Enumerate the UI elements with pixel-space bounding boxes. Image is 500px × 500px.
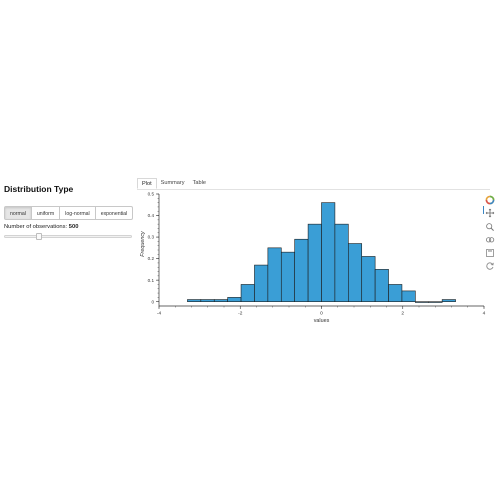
- tab-divider: [137, 189, 490, 190]
- histogram-bar: [267, 247, 282, 302]
- histogram-bar: [254, 264, 269, 302]
- observations-slider[interactable]: [4, 233, 132, 240]
- histogram-bar: [388, 284, 403, 302]
- histogram-plot[interactable]: -4 -2 0 2 4 0 0.1 0.2 0.3 0.4 0.5 values Frequency: [137, 190, 487, 325]
- pan-icon[interactable]: [483, 205, 495, 218]
- observations-label-text: Number of observations:: [4, 224, 69, 230]
- histogram-bar: [361, 256, 376, 302]
- save-icon[interactable]: [485, 245, 495, 257]
- histogram-bar: [401, 290, 416, 302]
- observations-value: 500: [68, 224, 79, 230]
- histogram-bar: [374, 269, 389, 302]
- distribution-button-uniform[interactable]: uniform: [30, 206, 61, 220]
- x-tick-label: -4: [157, 311, 162, 317]
- histogram-bar: [415, 301, 430, 303]
- histogram-bar: [240, 284, 255, 302]
- y-tick-label: 0.1: [148, 278, 155, 283]
- histogram-bar: [280, 251, 295, 302]
- histogram-bar: [200, 299, 215, 302]
- distribution-button-log-normal[interactable]: log-normal: [59, 206, 96, 220]
- bokeh-logo-icon[interactable]: [485, 192, 495, 205]
- x-axis-label: values: [314, 318, 330, 324]
- wheel-zoom-icon[interactable]: [485, 219, 495, 231]
- y-tick-label: 0: [151, 299, 154, 304]
- x-tick-label: -2: [238, 311, 243, 317]
- histogram-bar: [227, 297, 242, 302]
- y-axis-label: Frequency: [140, 231, 146, 257]
- y-tick-label: 0.5: [148, 192, 155, 197]
- tab-summary[interactable]: Summary: [160, 180, 185, 186]
- y-tick-label: 0.2: [148, 256, 155, 261]
- histogram-bar: [294, 238, 309, 302]
- sidebar: Distribution Type normal uniform log-norma…: [4, 184, 136, 240]
- histogram-bar: [213, 299, 228, 302]
- histogram-bar: [321, 202, 336, 302]
- distribution-button-group: normal uniform log-normal exponential: [4, 206, 134, 220]
- histogram-bar: [348, 243, 363, 302]
- histogram-bar: [428, 301, 443, 303]
- slider-handle[interactable]: [35, 233, 42, 240]
- tab-plot[interactable]: Plot: [137, 178, 157, 189]
- box-zoom-icon[interactable]: [485, 232, 495, 243]
- observations-label: Number of observations: 500: [4, 224, 78, 230]
- distribution-button-exponential[interactable]: exponential: [94, 206, 134, 220]
- histogram-bar: [441, 299, 456, 302]
- tab-bar: Plot Summary Table: [137, 178, 210, 189]
- x-tick-label: 0: [320, 311, 323, 317]
- x-tick-label: 2: [401, 311, 404, 317]
- y-tick-label: 0.3: [148, 235, 155, 240]
- histogram-bar: [334, 223, 349, 302]
- reset-icon[interactable]: [485, 258, 495, 270]
- slider-track[interactable]: [4, 235, 132, 238]
- tab-table[interactable]: Table: [192, 180, 206, 186]
- x-tick-label: 4: [483, 311, 486, 317]
- distribution-type-heading: Distribution Type: [4, 184, 74, 194]
- distribution-button-normal[interactable]: normal: [4, 206, 32, 220]
- histogram-bar: [187, 299, 202, 302]
- y-tick-label: 0.4: [148, 213, 155, 218]
- histogram-bar: [307, 223, 322, 302]
